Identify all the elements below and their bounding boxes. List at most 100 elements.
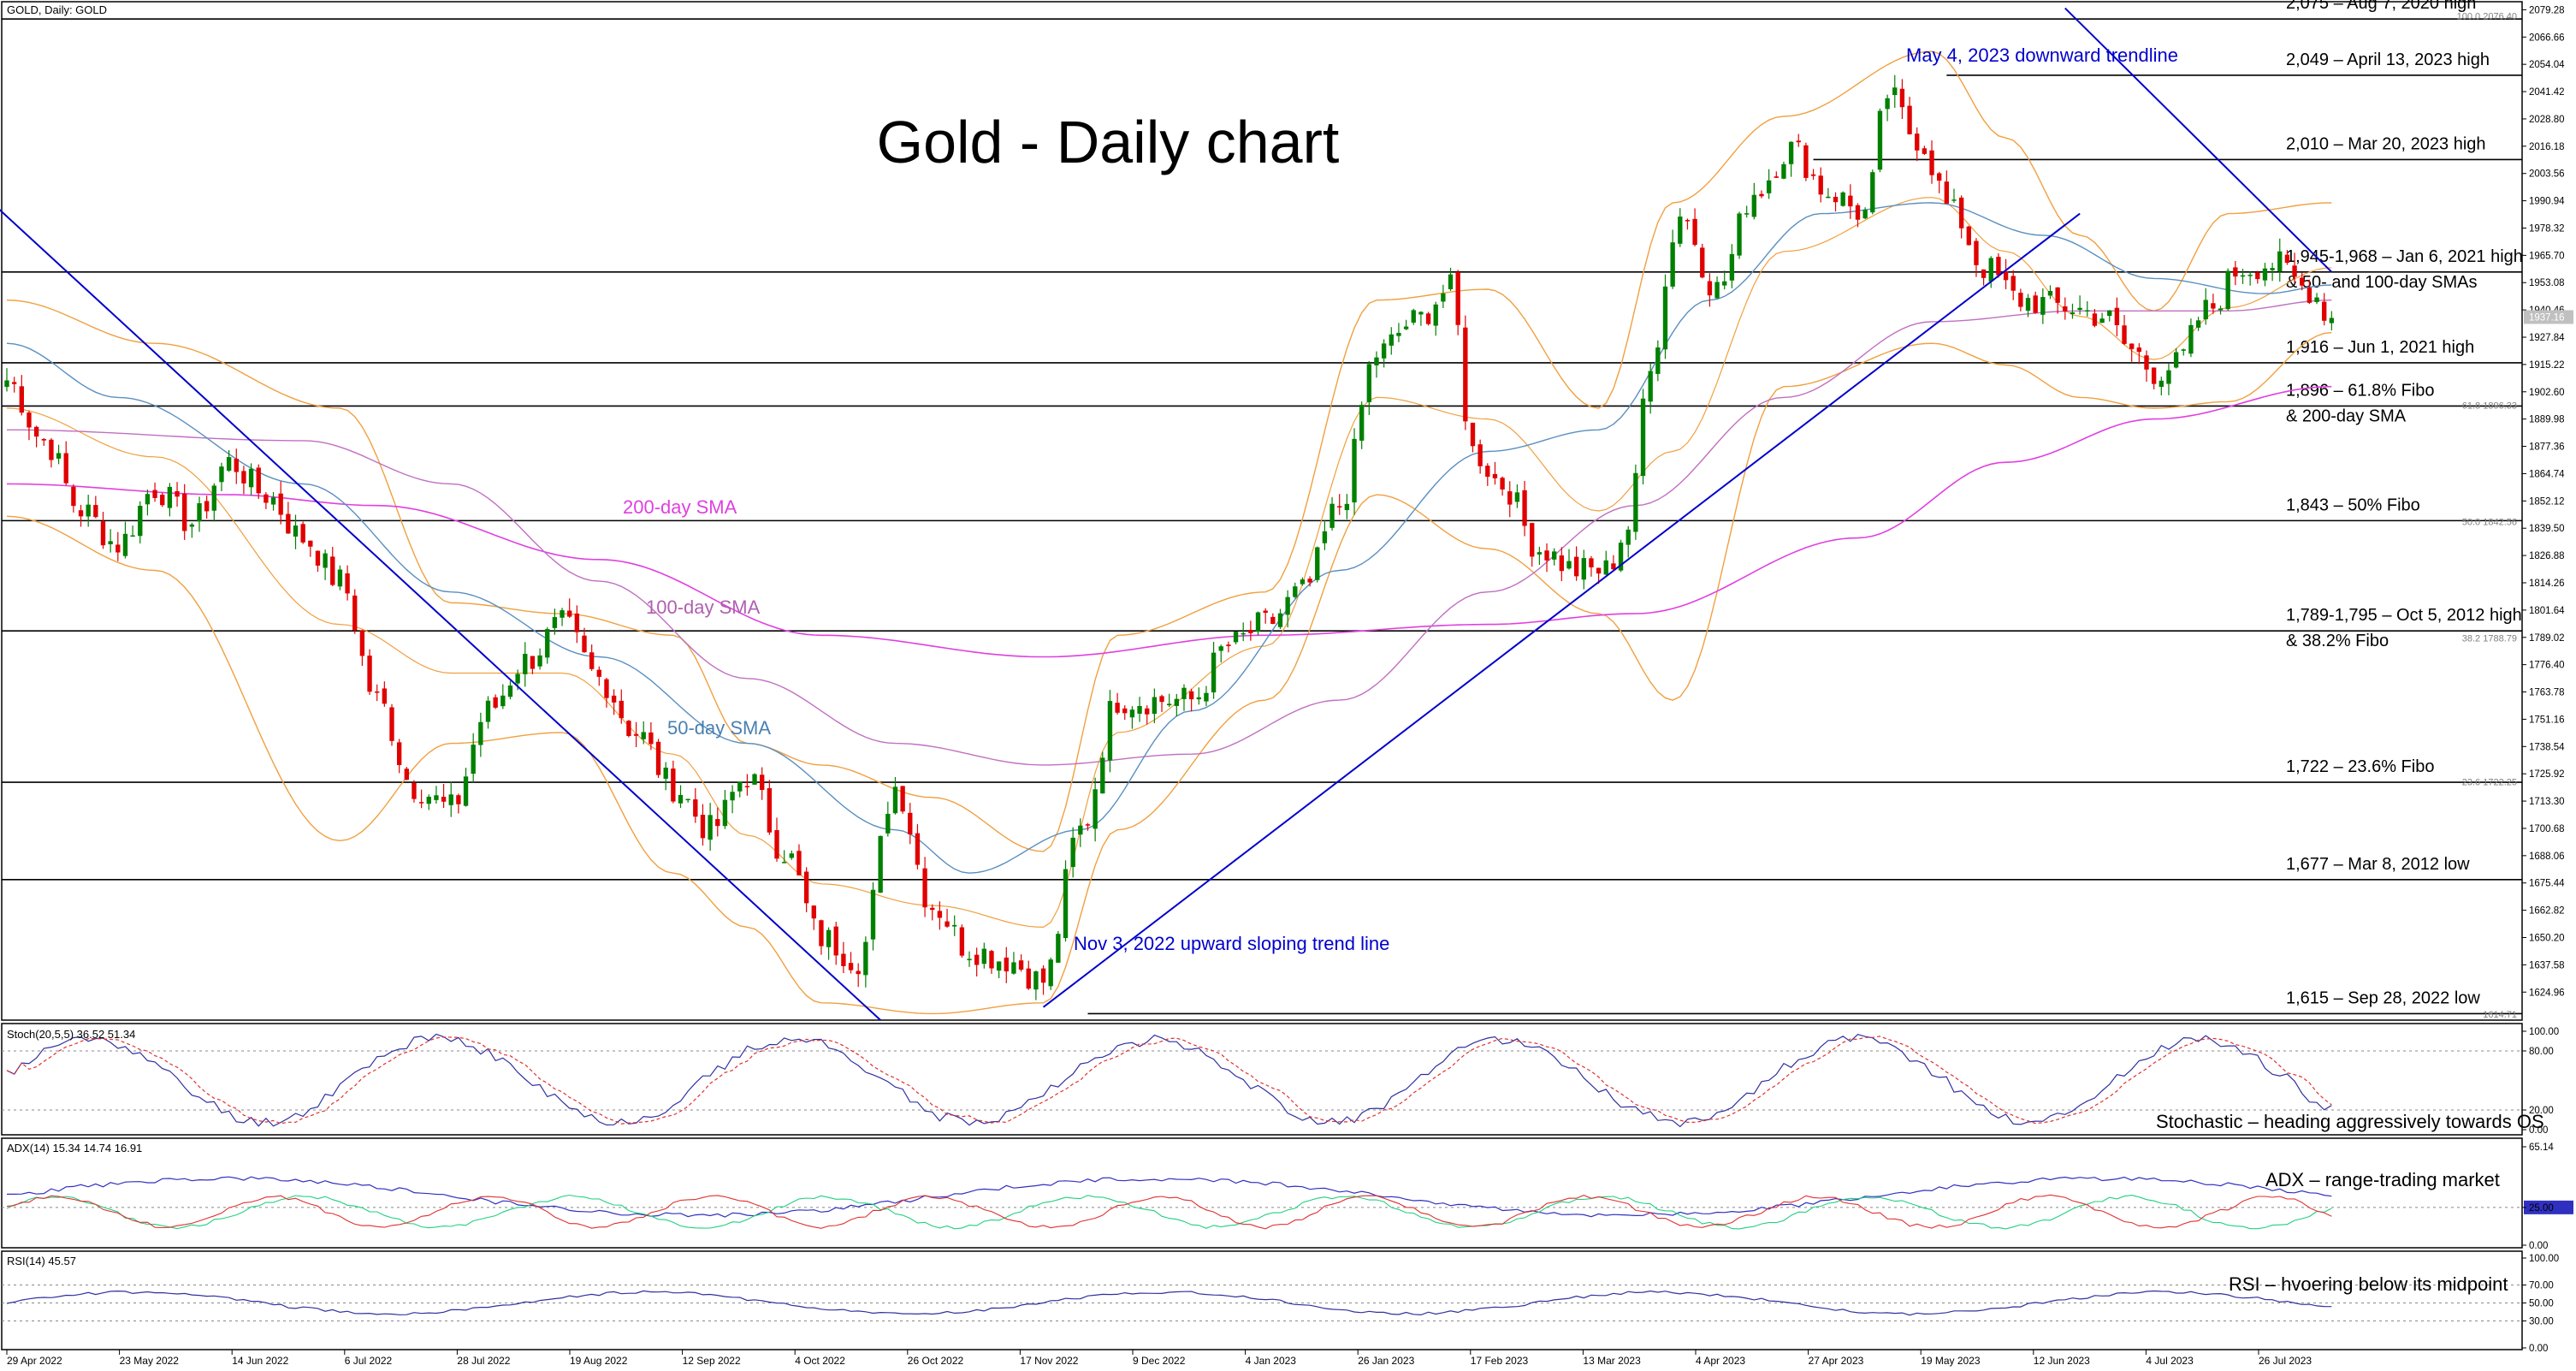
candle-body xyxy=(2277,251,2283,271)
candle xyxy=(1766,169,1772,199)
candle xyxy=(1944,170,1950,205)
candle xyxy=(811,905,816,930)
candle-body xyxy=(2322,301,2327,321)
candle-body xyxy=(2114,307,2120,325)
candle xyxy=(1974,238,1979,277)
adx-tick-label: 65.14 xyxy=(2529,1142,2554,1153)
price-tick-label: 1675.44 xyxy=(2529,879,2565,889)
candle-body xyxy=(1448,274,1454,289)
candle-body xyxy=(500,695,506,707)
stoch-tick-label: 0.00 xyxy=(2529,1125,2548,1136)
candle-body xyxy=(1729,253,1735,281)
candle-body xyxy=(86,504,91,517)
candle xyxy=(167,483,173,517)
candle-body xyxy=(2300,277,2305,286)
adx-panel-frame xyxy=(1,1137,2523,1249)
candle-body xyxy=(1093,789,1098,829)
candle xyxy=(1233,631,1239,644)
candle-body xyxy=(27,412,32,428)
candle-body xyxy=(611,695,617,703)
candle-body xyxy=(478,721,483,745)
candle xyxy=(1737,211,1742,259)
candle-body xyxy=(219,466,224,483)
candle-body xyxy=(485,700,491,722)
candle-body xyxy=(552,617,558,628)
candle xyxy=(1455,270,1460,335)
candle-body xyxy=(130,535,135,537)
candle xyxy=(1589,555,1594,577)
candle-body xyxy=(404,769,409,780)
price-tick-label: 1902.60 xyxy=(2529,388,2565,398)
price-tick-label: 1814.26 xyxy=(2529,579,2565,589)
candle-body xyxy=(1070,837,1075,868)
candle xyxy=(1929,140,1934,184)
candle xyxy=(2107,310,2112,322)
candle-body xyxy=(1011,962,1016,974)
candle-body xyxy=(1307,579,1312,583)
candle xyxy=(130,525,135,537)
candle-body xyxy=(1573,556,1579,577)
main-panel-frame xyxy=(1,1,2523,1021)
candle xyxy=(915,824,921,869)
adx-line xyxy=(7,1176,2332,1218)
candle xyxy=(1922,145,1928,155)
candle xyxy=(375,684,380,702)
candle-body xyxy=(441,797,447,802)
candle-body xyxy=(1566,561,1572,569)
candle-body xyxy=(1707,281,1713,296)
candle xyxy=(1662,274,1668,359)
candle-body xyxy=(1981,269,1987,278)
candle-body xyxy=(308,540,313,547)
adx-label: ADX(14) 15.34 14.74 16.91 xyxy=(7,1142,142,1154)
rsi-tick-label: 50.00 xyxy=(2529,1299,2554,1309)
candle xyxy=(1070,827,1075,878)
candle-body xyxy=(1374,357,1379,365)
candle xyxy=(1107,690,1113,773)
candle-body xyxy=(811,905,816,919)
candle xyxy=(2203,288,2208,325)
bollinger-upper-line xyxy=(6,50,2332,852)
price-tick-label: 1990.94 xyxy=(2529,197,2565,207)
level-label-3: 1,945-1,968 – Jan 6, 2021 high xyxy=(2286,247,2523,266)
candle xyxy=(1826,187,1831,199)
candle-body xyxy=(226,457,232,471)
price-tick-label: 1776.40 xyxy=(2529,661,2565,671)
candle-body xyxy=(145,494,151,505)
price-tick-label: 1852.12 xyxy=(2529,496,2565,507)
candle xyxy=(345,565,350,601)
candle-body xyxy=(545,629,550,658)
candle xyxy=(781,850,787,864)
candle-body xyxy=(2307,288,2312,303)
di-plus-line xyxy=(6,1194,2332,1230)
candle xyxy=(523,642,528,687)
rsi-tick-label: 100.00 xyxy=(2529,1254,2559,1264)
candle xyxy=(2070,303,2076,319)
candle-body xyxy=(1714,282,1720,299)
candle-body xyxy=(2166,370,2171,384)
candle-body xyxy=(1788,141,1794,164)
candle-body xyxy=(1004,957,1009,972)
sma100-line xyxy=(7,300,2332,766)
candle xyxy=(619,689,624,724)
candle-body xyxy=(1389,334,1394,346)
candle-body xyxy=(841,953,846,966)
candle-body xyxy=(863,941,868,976)
candle-body xyxy=(1522,490,1527,526)
candle-body xyxy=(1211,652,1217,693)
candle-body xyxy=(974,954,980,965)
price-tick-label: 2016.18 xyxy=(2529,142,2565,152)
candle-body xyxy=(1655,347,1661,374)
candle-body xyxy=(1455,272,1460,325)
candle xyxy=(412,780,417,803)
candle xyxy=(160,492,165,507)
candle-body xyxy=(1818,175,1823,195)
candle xyxy=(1492,461,1498,485)
candle-body xyxy=(1129,709,1135,718)
candle-body xyxy=(78,510,84,517)
candle-body xyxy=(685,798,690,801)
candle-body xyxy=(1115,703,1120,713)
candle-body xyxy=(1100,757,1105,794)
candle xyxy=(1862,207,1868,220)
candle-body xyxy=(589,652,595,669)
